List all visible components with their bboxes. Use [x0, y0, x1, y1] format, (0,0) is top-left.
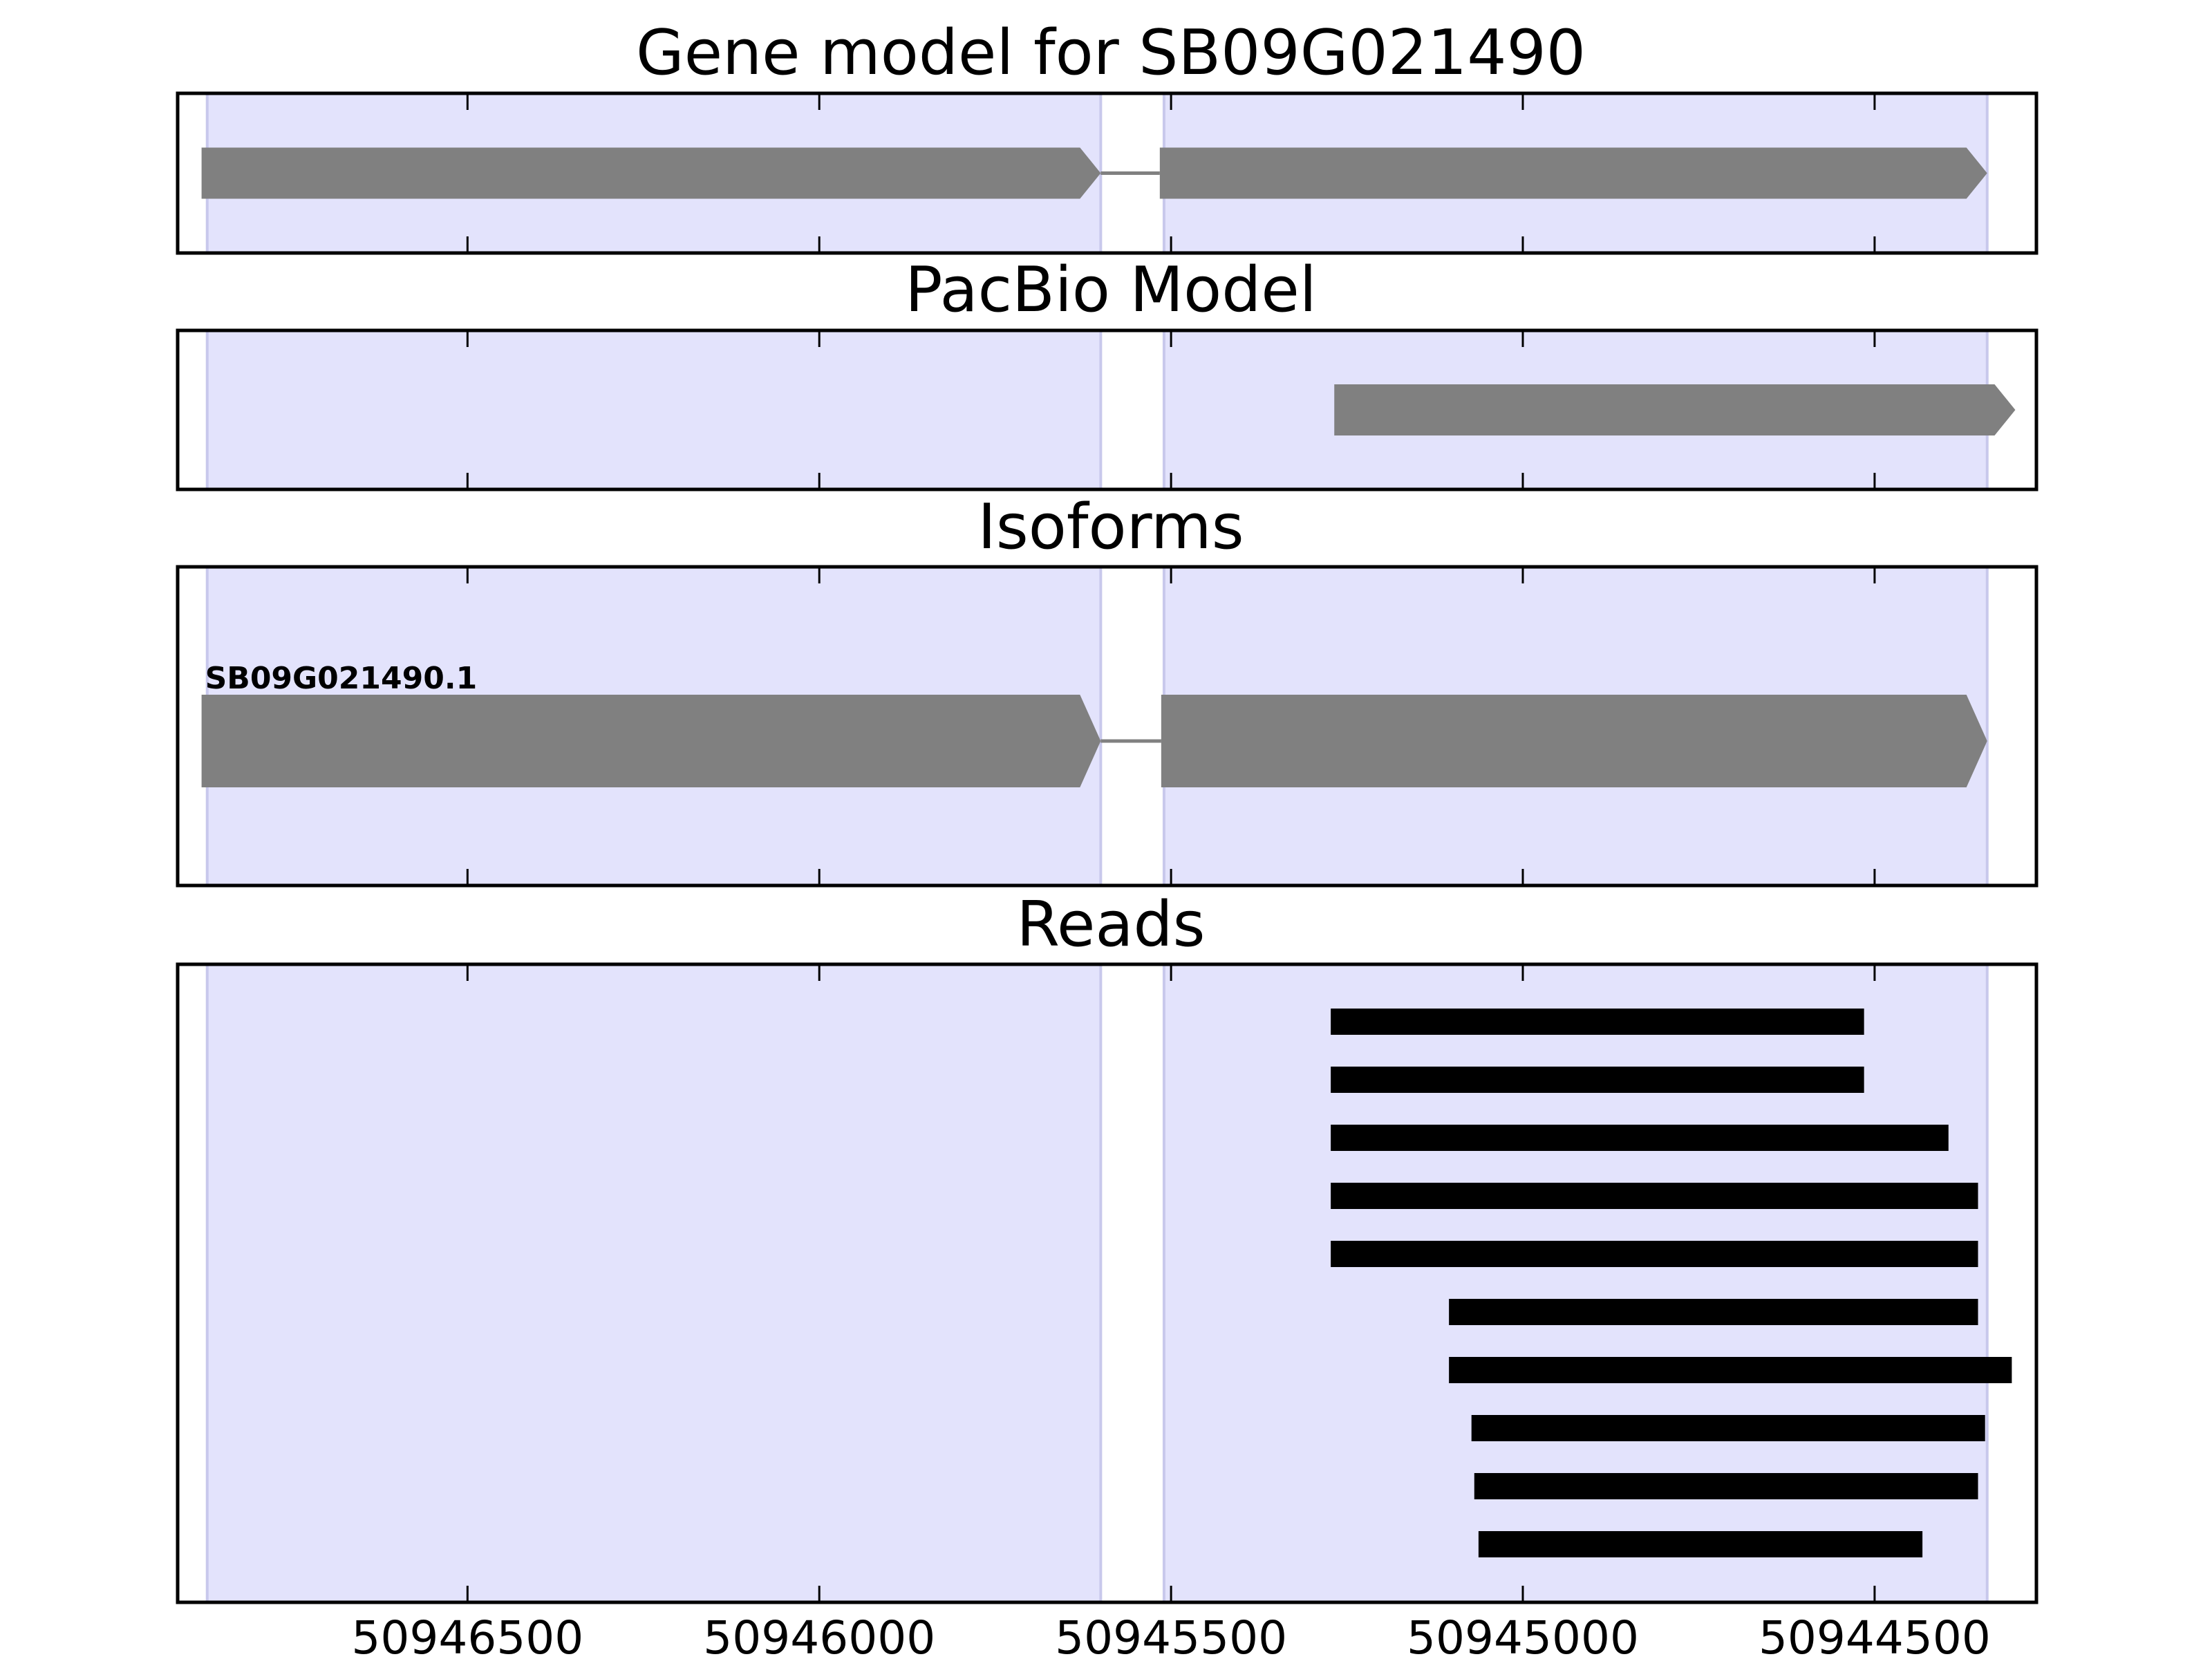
exon-block [201, 695, 1101, 787]
x-tick-label: 50944500 [1759, 1611, 1991, 1659]
read-bar [1331, 1067, 1864, 1093]
panel-title-reads: Reads [1016, 888, 1205, 961]
read-bar [1331, 1125, 1949, 1151]
exon-shading-band [1162, 963, 1989, 1604]
read-bar [1449, 1357, 2012, 1383]
exon-block [201, 147, 1101, 199]
gene-model-plot-area [176, 91, 2038, 255]
exon-shading-band [205, 963, 1103, 1604]
x-tick-label: 50946000 [703, 1611, 935, 1659]
x-tick-label: 50946500 [351, 1611, 583, 1659]
exon-block [1161, 695, 1987, 787]
panel-frame [176, 328, 2038, 491]
read-bar [1474, 1473, 1978, 1499]
panel-title-pacbio-model: PacBio Model [905, 254, 1317, 326]
x-axis-tick-labels: 50946500 50946000 50945500 50945000 50944500 [351, 1611, 1991, 1659]
reads-plot-area [176, 962, 2038, 1604]
read-bar [1331, 1183, 1978, 1209]
read-bar [1478, 1531, 1923, 1557]
isoforms-plot-area: SB09G021490.1 [176, 565, 2038, 888]
x-tick-label: 50945000 [1407, 1611, 1639, 1659]
exon-block [1334, 384, 2016, 435]
panel-pacbio-model: PacBio Model [176, 254, 2038, 491]
pacbio-model-plot-area [176, 328, 2038, 491]
x-tick-label: 50945500 [1055, 1611, 1287, 1659]
panel-frame [176, 962, 2038, 1604]
panel-frame [176, 565, 2038, 888]
panel-reads: Reads [176, 888, 2038, 1604]
read-bar [1471, 1415, 1985, 1441]
panel-isoforms: Isoforms SB09G021490.1 [176, 491, 2038, 888]
panel-frame [176, 91, 2038, 255]
panel-title-gene-model: Gene model for SB09G021490 [636, 17, 1586, 89]
panel-title-isoforms: Isoforms [977, 491, 1244, 563]
read-bar [1449, 1299, 1978, 1325]
read-bar [1331, 1009, 1864, 1035]
exon-shading-band [205, 329, 1103, 491]
read-bar [1331, 1241, 1978, 1267]
panel-gene-model: Gene model for SB09G021490 [176, 17, 2038, 255]
isoform-label: SB09G021490.1 [205, 661, 478, 696]
exon-block [1159, 147, 1987, 199]
